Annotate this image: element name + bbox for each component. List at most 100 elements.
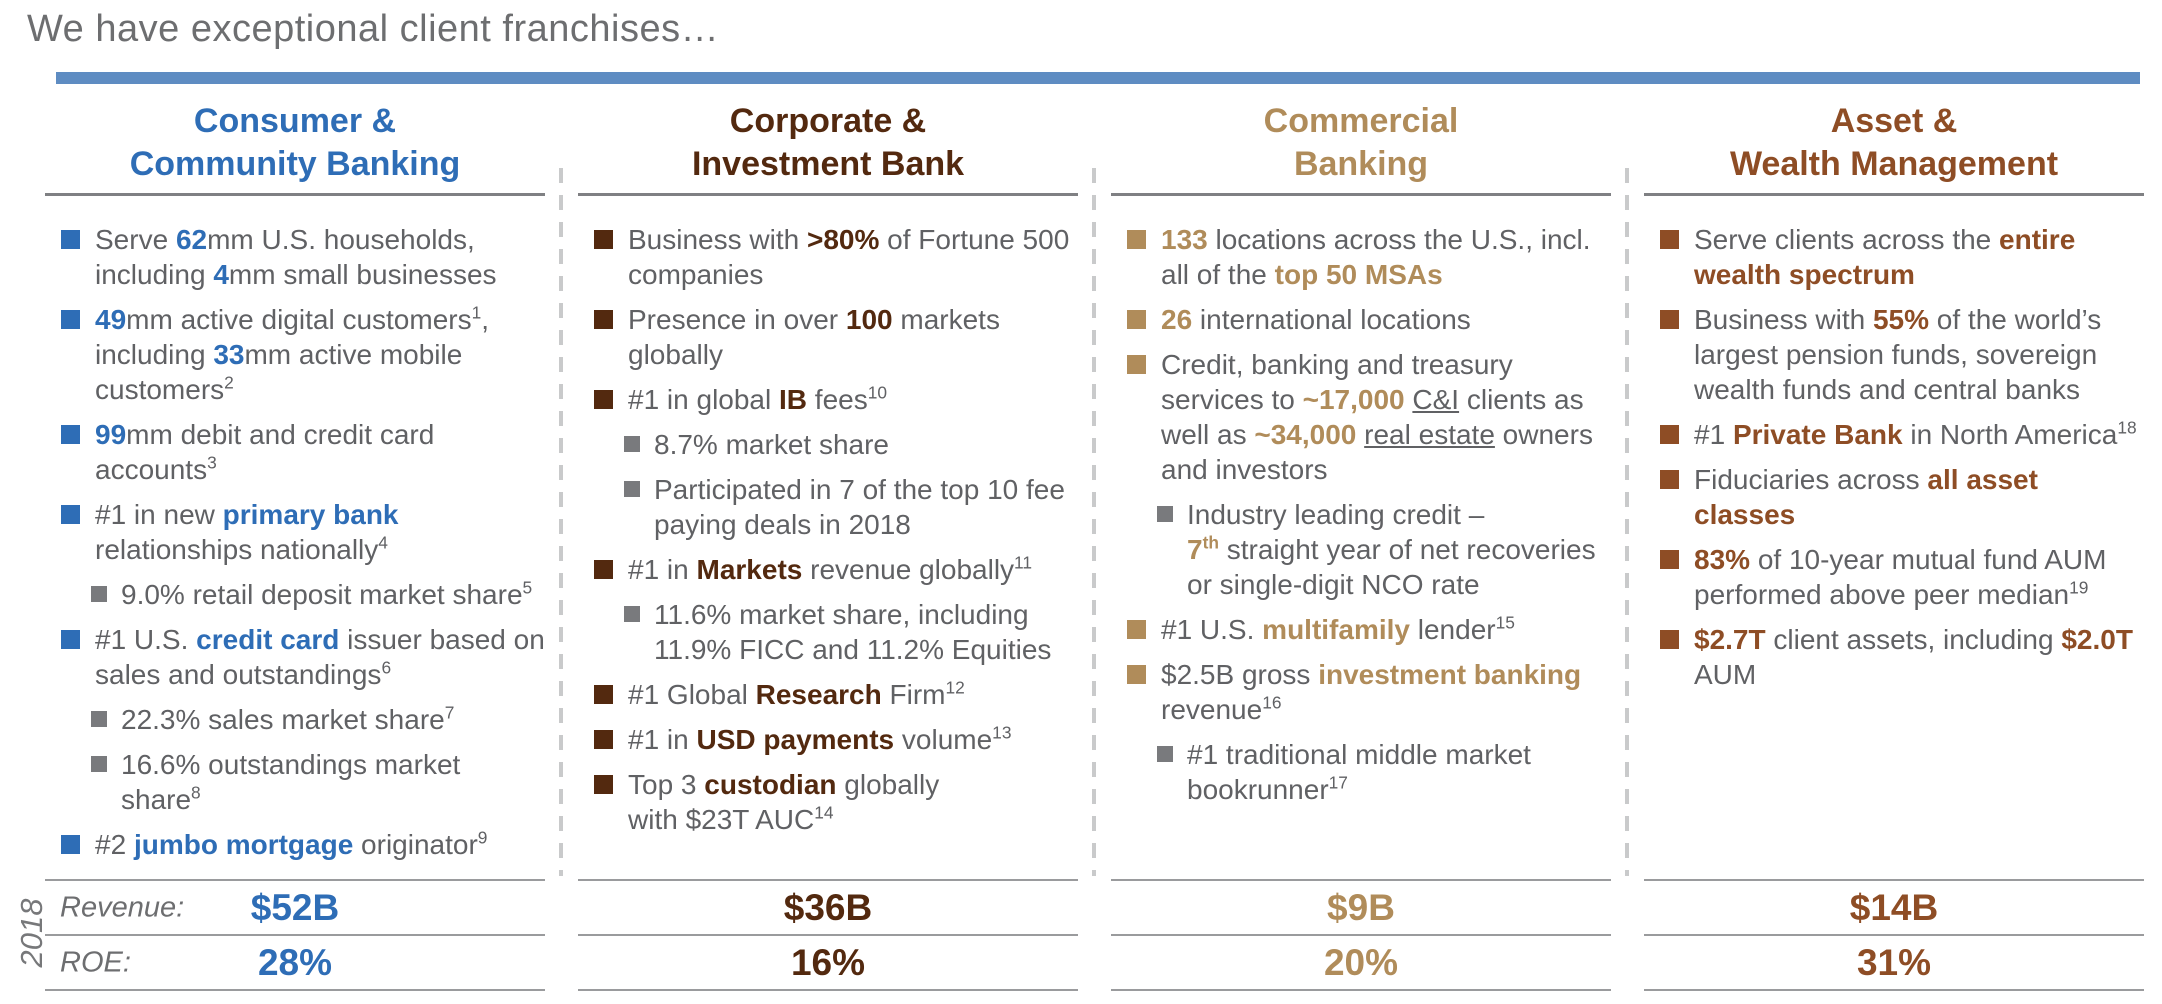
bullet-item: #1 Private Bank in North America18 — [1644, 417, 2144, 452]
bullet-text-segment: mm debit and credit card accounts — [95, 419, 435, 485]
bullet-marker-cell — [1644, 417, 1694, 452]
bullet-text-segment: 5 — [522, 577, 533, 598]
bullet-text: #2 jumbo mortgage originator9 — [95, 827, 545, 862]
bullet-text-segment: credit card — [196, 624, 340, 655]
bullet-marker-cell — [45, 577, 121, 612]
bullet-square-icon — [61, 630, 80, 649]
bullet-text-segment: 17 — [1328, 772, 1348, 793]
bullet-marker-cell — [45, 622, 95, 692]
bullet-square-icon — [1660, 470, 1679, 489]
bullet-text: 8.7% market share — [654, 427, 1078, 462]
year-label: 2018 — [14, 898, 49, 968]
bullet-text: #1 in global IB fees10 — [628, 382, 1078, 417]
bullet-text-segment: multifamily — [1262, 614, 1410, 645]
bullet-square-icon — [1660, 425, 1679, 444]
bullet-text: #1 Global Research Firm12 — [628, 677, 1078, 712]
bullet-text-segment: entire wealth spectrum — [1694, 224, 2076, 290]
bullet-item: 11.6% market share, including 11.9% FICC… — [578, 597, 1078, 667]
bullet-list: Business with >80% of Fortune 500 compan… — [578, 222, 1078, 837]
bullet-list: Serve clients across the entire wealth s… — [1644, 222, 2144, 692]
bullet-text-segment: of the world’s largest pension funds, so… — [1694, 304, 2102, 405]
bullet-square-icon — [61, 310, 80, 329]
bullet-marker-cell — [578, 597, 654, 667]
bullet-marker-cell — [1644, 462, 1694, 532]
column-consumer-community-banking: Consumer & Community Banking Serve 62mm U… — [45, 96, 545, 1004]
bullet-marker-cell — [45, 222, 95, 292]
bullet-item: Fiduciaries across all asset classes — [1644, 462, 2144, 532]
bullet-text-segment: C&I — [1412, 384, 1460, 415]
bullet-marker-cell — [1111, 657, 1161, 727]
bullet-text-segment: investment banking — [1318, 659, 1582, 690]
bullet-square-icon — [594, 560, 613, 579]
bullet-text-segment: in North America — [1902, 419, 2118, 450]
bullet-square-icon — [91, 756, 107, 772]
bullet-text-segment: 18 — [2117, 417, 2137, 438]
column-title-line: Banking — [1293, 145, 1429, 183]
column-asset-wealth-management: Asset & Wealth Management Serve clients a… — [1644, 96, 2144, 1004]
bullet-text-segment: Fiduciaries across — [1694, 464, 1928, 495]
bullet-text-segment: of Fortune 500 companies — [628, 224, 1070, 290]
bullet-marker-cell — [1644, 222, 1694, 292]
bullet-text-segment: Top 3 — [628, 769, 705, 800]
bullet-square-icon — [594, 775, 613, 794]
bullet-square-icon — [1660, 550, 1679, 569]
bullet-item: #1 U.S. credit card issuer based on sale… — [45, 622, 545, 692]
bullet-text-segment: 7 — [444, 702, 455, 723]
bullet-text-segment: international locations — [1192, 304, 1471, 335]
bullet-list: 133 locations across the U.S., incl. all… — [1111, 222, 1611, 807]
roe-value: 28% — [257, 941, 333, 983]
bullet-text-segment: 3 — [207, 452, 217, 473]
bullet-text: 9.0% retail deposit market share5 — [121, 577, 545, 612]
revenue-row: $14B — [1644, 879, 2144, 934]
bullet-text-segment: 15 — [1495, 612, 1515, 633]
bullet-square-icon — [1127, 310, 1146, 329]
bullet-marker-cell — [578, 677, 628, 712]
bullet-text-segment: ~17,000 — [1302, 384, 1405, 415]
bullet-item: $2.7T client assets, including $2.0T AUM — [1644, 622, 2144, 692]
column-title-line: Investment Bank — [691, 145, 965, 183]
bullet-text-segment: $2.0T — [2061, 624, 2133, 655]
bullet-text-segment: locations across the U.S., incl. all of … — [1161, 224, 1591, 290]
bullet-marker-cell — [45, 702, 121, 737]
bullet-marker-cell — [578, 472, 654, 542]
bullet-square-icon — [61, 505, 80, 524]
bullet-square-icon — [624, 436, 640, 452]
bullet-text: Credit, banking and treasury services to… — [1161, 347, 1611, 487]
bullet-text-segment: 22.3% sales market share — [121, 704, 445, 735]
bullet-text-segment: 7 — [1187, 534, 1203, 565]
bullet-text-segment: #1 — [1694, 419, 1733, 450]
bullet-text-segment: #2 — [95, 829, 134, 860]
revenue-row: $9B — [1111, 879, 1611, 934]
bullet-text-segment: owners and investors — [1161, 419, 1593, 485]
bullet-marker-cell — [1111, 612, 1161, 647]
bullet-text: Top 3 custodian globally with $23T AUC14 — [628, 767, 1078, 837]
roe-value: 20% — [1323, 941, 1399, 983]
bullet-item: #1 U.S. multifamily lender15 — [1111, 612, 1611, 647]
bullet-text-segment: 55% — [1872, 304, 1930, 335]
bullet-item: 49mm active digital customers1, includin… — [45, 302, 545, 407]
bullet-text-segment: 4 — [213, 259, 229, 290]
bullet-text-segment: 49 — [95, 304, 127, 335]
bullet-marker-cell — [1111, 737, 1187, 807]
roe-value: 31% — [1856, 941, 1932, 983]
bullet-text-segment: 10 — [867, 382, 888, 403]
bullet-text-segment: mm active mobile customers — [95, 339, 463, 405]
bullet-item: 9.0% retail deposit market share5 — [45, 577, 545, 612]
bullet-text-segment: #1 in — [628, 554, 697, 585]
bullet-text-segment: 16.6% outstandings market share — [121, 749, 461, 815]
bullet-text-segment — [1356, 419, 1364, 450]
roe-value: 16% — [790, 941, 866, 983]
bullet-text-segment: relationships nationally — [95, 534, 379, 565]
bullet-text: Presence in over 100 markets globally — [628, 302, 1078, 372]
bullet-marker-cell — [1111, 347, 1161, 487]
bullet-text: $2.5B gross investment banking revenue16 — [1161, 657, 1611, 727]
bullet-text-segment: 16 — [1262, 692, 1282, 713]
bullet-text: Fiduciaries across all asset classes — [1694, 462, 2144, 532]
bullet-item: #1 in USD payments volume13 — [578, 722, 1078, 757]
bullet-text-segment: >80% — [806, 224, 880, 255]
bullet-item: 99mm debit and credit card accounts3 — [45, 417, 545, 487]
bullet-marker-cell — [1111, 302, 1161, 337]
bullet-text-segment: 11.6% market share, including 11.9% FICC… — [654, 599, 1052, 665]
bullet-text-segment: client assets, including — [1765, 624, 2062, 655]
